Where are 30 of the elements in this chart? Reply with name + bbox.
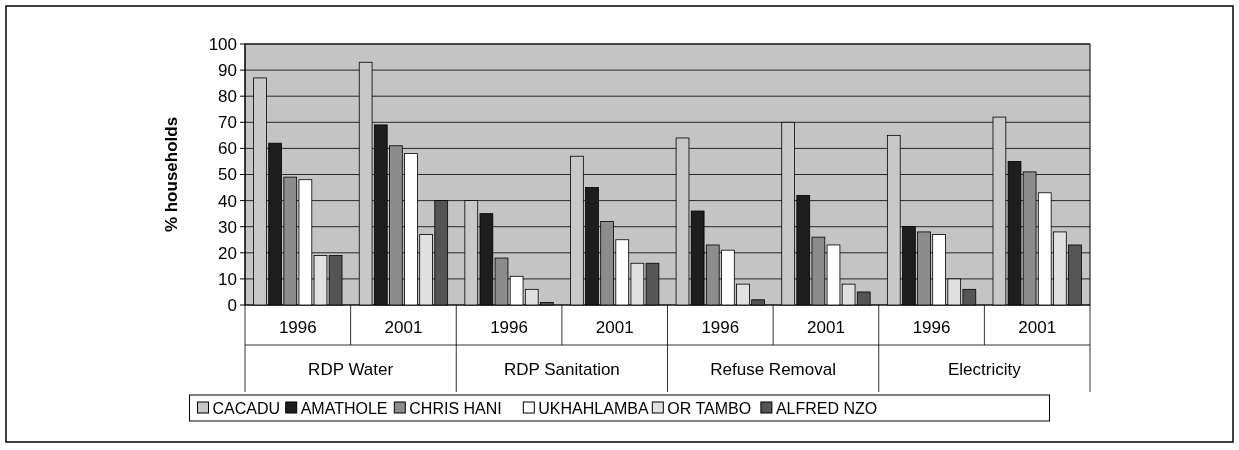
x-tick-label: 1996 bbox=[701, 317, 740, 337]
y-axis-title: % households bbox=[162, 116, 181, 233]
x-tick-label: 1996 bbox=[490, 317, 528, 337]
text: RDP Sanitation bbox=[503, 359, 620, 379]
y-tick-label: 60 bbox=[218, 139, 237, 159]
legend-label: CACADU bbox=[212, 399, 281, 417]
x-tick-label: 2001 bbox=[595, 317, 634, 337]
y-tick-label: 10 bbox=[218, 269, 237, 289]
legend-label: UKHAHLAMBA bbox=[538, 399, 649, 417]
text: RDP Water bbox=[308, 359, 394, 379]
text: Electricity bbox=[948, 359, 1022, 379]
text: Refuse Removal bbox=[710, 359, 836, 379]
legend-label: OR TAMBO bbox=[667, 399, 752, 417]
y-tick-label: 50 bbox=[218, 165, 237, 185]
x-tick-label: 1996 bbox=[278, 317, 317, 337]
x-tick-label: 2001 bbox=[1018, 317, 1057, 337]
y-tick-label: 90 bbox=[218, 61, 237, 81]
y-tick-label: 40 bbox=[218, 191, 237, 211]
y-tick-label: 70 bbox=[218, 113, 237, 133]
legend-label: ALFRED NZO bbox=[775, 399, 878, 417]
y-tick-label: 20 bbox=[218, 243, 237, 263]
legend-label: AMATHOLE bbox=[300, 399, 388, 417]
y-tick-label: 100 bbox=[208, 34, 237, 54]
legend-label: CHRIS HANI bbox=[409, 399, 502, 417]
y-tick-label: 80 bbox=[218, 87, 237, 107]
x-tick-label: 2001 bbox=[384, 317, 423, 337]
x-tick-label: 2001 bbox=[807, 317, 845, 337]
x-tick-label: 1996 bbox=[912, 317, 951, 337]
y-tick-label: 0 bbox=[227, 295, 237, 315]
y-tick-label: 30 bbox=[218, 217, 237, 237]
